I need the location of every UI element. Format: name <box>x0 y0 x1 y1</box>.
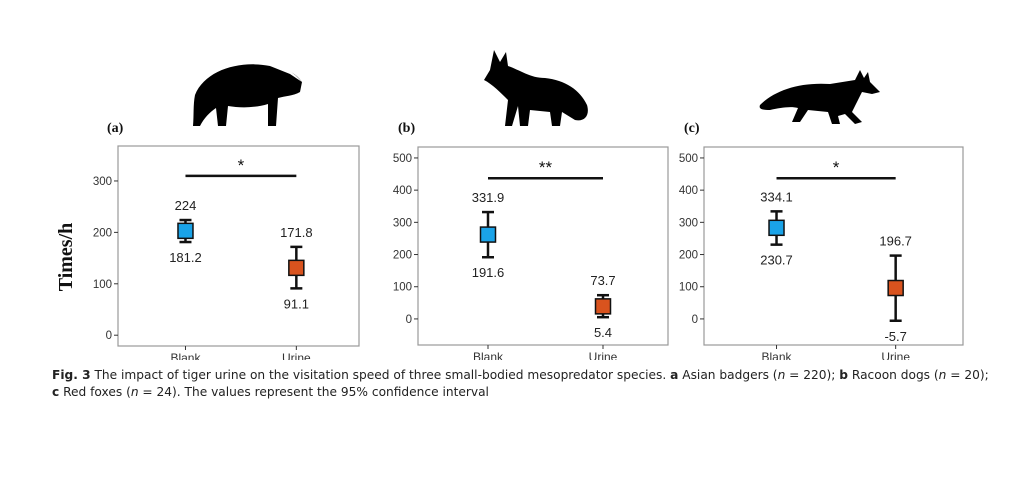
caption-segment: Fig. 3 <box>52 368 91 382</box>
upper-ci-label: 73.7 <box>590 273 615 288</box>
mean-marker-urine <box>288 259 305 277</box>
caption-segment: The impact of tiger urine on the visitat… <box>90 368 671 382</box>
y-tick-label: 100 <box>679 282 698 294</box>
mean-marker-blank <box>768 219 785 237</box>
lower-ci-label: 181.2 <box>169 250 202 265</box>
lower-ci-label: 191.6 <box>472 265 505 280</box>
y-tick-label: 100 <box>93 279 112 291</box>
caption-segment: c <box>52 385 60 399</box>
caption-segment: b <box>839 368 848 382</box>
mean-marker-urine <box>594 298 612 315</box>
fox-silhouette-icon <box>759 70 880 124</box>
badger-silhouette-icon <box>193 64 302 126</box>
caption-segment: a <box>670 368 679 382</box>
significance-marker: ** <box>539 158 553 177</box>
y-tick-label: 500 <box>393 153 412 165</box>
plot-frame <box>117 145 360 347</box>
lower-ci-label: 91.1 <box>284 296 309 311</box>
caption-segment: n <box>777 368 786 382</box>
mean-marker-urine <box>887 279 904 297</box>
caption-segment: Asian badgers ( <box>678 368 778 382</box>
y-tick-label: 200 <box>93 227 112 239</box>
significance-marker: * <box>238 156 245 175</box>
lower-ci-label: -5.7 <box>884 329 906 344</box>
y-tick-label: 0 <box>106 330 112 342</box>
lower-ci-label: 230.7 <box>760 253 793 268</box>
y-tick-label: 500 <box>679 153 698 165</box>
caption-segment: Red foxes ( <box>59 385 131 399</box>
x-tick-label: Urine <box>881 350 910 360</box>
caption-segment: = 220); <box>785 368 840 382</box>
plot-frame <box>703 146 964 346</box>
upper-ci-label: 331.9 <box>472 190 505 205</box>
figure: Times/h (a) 0 100 200 300 Blank 224 181.2 Urine 1… <box>55 50 964 360</box>
y-tick-label: 200 <box>393 250 412 262</box>
caption-segment: = 20); <box>946 368 989 382</box>
plot-frame <box>417 146 669 346</box>
mean-marker-blank <box>177 222 194 240</box>
y-tick-label: 300 <box>93 176 112 188</box>
chart-panel-c: (c) 0 100 200 300 400 500 Blank 334.1 230.7 Urine 1… <box>679 121 964 360</box>
caption-segment: n <box>938 368 947 382</box>
x-tick-label: Blank <box>762 350 793 360</box>
y-tick-label: 300 <box>679 217 698 229</box>
y-tick-label: 300 <box>393 217 412 229</box>
x-tick-label: Urine <box>282 351 311 360</box>
x-tick-label: Blank <box>170 351 201 360</box>
y-tick-label: 0 <box>406 314 412 326</box>
y-axis-label: Times/h <box>55 223 77 292</box>
x-tick-label: Urine <box>589 350 618 360</box>
upper-ci-label: 224 <box>175 198 197 213</box>
panel-label: (b) <box>398 121 415 136</box>
raccoon-dog-silhouette-icon <box>484 50 588 126</box>
y-tick-label: 100 <box>393 282 412 294</box>
y-tick-label: 400 <box>679 185 698 197</box>
upper-ci-label: 334.1 <box>760 189 793 204</box>
lower-ci-label: 5.4 <box>594 325 612 340</box>
chart-panel-a: (a) 0 100 200 300 Blank 224 181.2 Urine 171.8 91.1… <box>93 121 360 360</box>
panel-label: (a) <box>107 121 124 136</box>
y-tick-label: 200 <box>679 250 698 262</box>
upper-ci-label: 196.7 <box>879 234 912 249</box>
significance-marker: * <box>833 158 840 177</box>
upper-ci-label: 171.8 <box>280 225 313 240</box>
caption-segment: Racoon dogs ( <box>848 368 939 382</box>
caption-segment: = 24). The values represent the 95% conf… <box>138 385 489 399</box>
panel-label: (c) <box>684 121 700 136</box>
y-tick-label: 0 <box>692 314 698 326</box>
mean-marker-blank <box>479 226 497 243</box>
y-tick-label: 400 <box>393 185 412 197</box>
figure-caption: Fig. 3 The impact of tiger urine on the … <box>52 367 992 401</box>
x-tick-label: Blank <box>473 350 504 360</box>
chart-panel-b: (b) 0 100 200 300 400 500 Blank 331.9 191.6 Urine 7… <box>393 121 669 360</box>
caption-segment: n <box>130 385 139 399</box>
